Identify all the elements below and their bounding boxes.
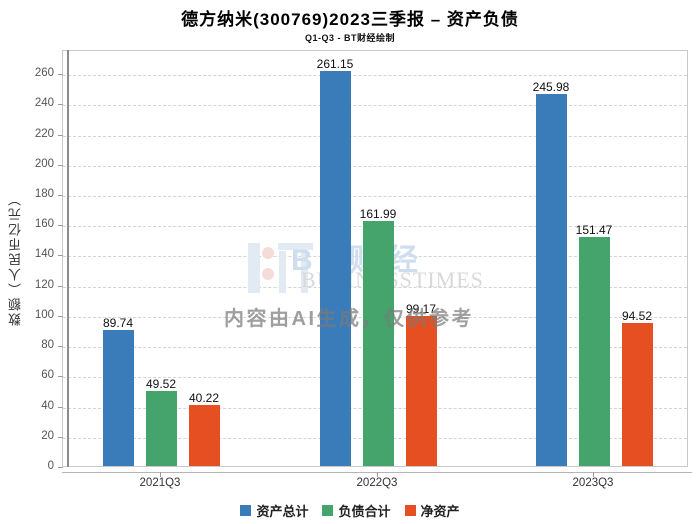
legend-marker-icon (240, 505, 252, 516)
x-tick-mark (160, 472, 161, 477)
legend-marker-icon (404, 505, 416, 516)
legend: 资产总计 负债合计 净资产 (0, 501, 700, 520)
y-tick-label: 0 (47, 460, 54, 472)
bar-资产总计-2022Q3 (319, 71, 351, 466)
bar-value-label: 245.98 (532, 80, 570, 95)
y-tick-label: 60 (41, 369, 54, 382)
y-tick-label: 260 (34, 67, 54, 80)
y-tick-mark (58, 104, 63, 106)
legend-label: 资产总计 (256, 504, 309, 519)
bt-logo-dot (262, 268, 274, 280)
legend-label: 净资产 (420, 504, 460, 519)
y-tick-label: 140 (34, 248, 54, 261)
x-tick-label-2022Q3: 2022Q3 (356, 477, 398, 489)
gridline-y220 (63, 135, 687, 137)
y-tick-mark (58, 225, 63, 227)
bar-value-label: 40.22 (188, 391, 220, 406)
x-tick-mark (377, 472, 378, 477)
legend-item-负债合计: 负债合计 (322, 501, 391, 520)
bt-logo-icon (248, 242, 314, 294)
y-tick-mark (58, 315, 63, 317)
gridline-y260 (63, 75, 687, 77)
y-tick-label: 200 (34, 157, 54, 170)
y-tick-mark (58, 436, 63, 438)
legend-item-资产总计: 资产总计 (240, 501, 308, 520)
y-tick-mark (58, 255, 63, 257)
bar-value-label: 94.52 (621, 309, 653, 324)
chart-subtitle: Q1-Q3 - BT财经绘制 (304, 33, 395, 43)
legend-item-净资产: 净资产 (404, 501, 460, 520)
bt-logo-bar (301, 251, 308, 293)
bt-logo-bar (278, 243, 313, 250)
y-tick-mark (58, 134, 63, 136)
y-tick-mark (58, 406, 63, 408)
x-tick-label-2021Q3: 2021Q3 (139, 477, 181, 489)
y-tick-mark (58, 285, 63, 287)
bar-资产总计-2023Q3 (535, 94, 567, 466)
gridline-y240 (63, 105, 687, 107)
bar-负债合计-2022Q3 (362, 221, 394, 466)
bar-value-label: 89.74 (102, 316, 134, 331)
y-tick-label: 40 (41, 399, 54, 412)
plot-area: ΒΤ财经 BUSINESSTIMES 89.7449.5240.22261.15… (62, 50, 688, 467)
bt-logo-dot (262, 247, 274, 259)
y-tick-label: 240 (34, 97, 54, 110)
bt-logo-bar (248, 243, 260, 293)
y-tick-label: 100 (34, 308, 54, 321)
bar-资产总计-2021Q3 (102, 330, 134, 466)
x-tick-label-2023Q3: 2023Q3 (572, 477, 614, 489)
gridline-y180 (63, 196, 687, 198)
y-tick-mark (58, 74, 63, 76)
x-tick-mark (593, 472, 594, 477)
legend-label: 负债合计 (338, 504, 391, 519)
y-tick-label: 80 (41, 339, 54, 352)
bar-净资产-2023Q3 (621, 323, 653, 466)
bar-value-label: 261.15 (316, 57, 354, 72)
bar-value-label: 161.99 (359, 207, 397, 222)
bar-净资产-2021Q3 (188, 405, 220, 466)
watermark-disclaimer: 内容由AI生成，仅供参考 (224, 308, 474, 330)
bar-value-label: 99.17 (405, 302, 437, 317)
bar-净资产-2022Q3 (405, 316, 437, 466)
y-tick-label: 120 (34, 278, 54, 291)
y-axis-spine (67, 50, 69, 467)
bar-value-label: 49.52 (145, 377, 177, 392)
watermark-brand-cn: ΒΤ财经 (291, 244, 427, 277)
bar-value-label: 151.47 (575, 223, 613, 238)
chart-title: 德方纳米(300769)2023三季报 – 资产负债 (181, 10, 519, 29)
y-tick-label: 20 (41, 429, 54, 442)
y-tick-label: 180 (34, 188, 54, 201)
bar-负债合计-2023Q3 (578, 237, 610, 466)
y-tick-mark (58, 376, 63, 378)
legend-marker-icon (322, 505, 334, 516)
y-tick-label: 220 (34, 127, 54, 140)
bar-负债合计-2021Q3 (145, 391, 177, 466)
bt-logo-bar (279, 251, 286, 293)
y-tick-mark (58, 164, 63, 166)
y-tick-mark (58, 467, 63, 468)
y-tick-label: 160 (34, 218, 54, 231)
y-tick-mark (58, 346, 63, 348)
gridline-y200 (63, 165, 687, 167)
y-tick-mark (58, 195, 63, 197)
